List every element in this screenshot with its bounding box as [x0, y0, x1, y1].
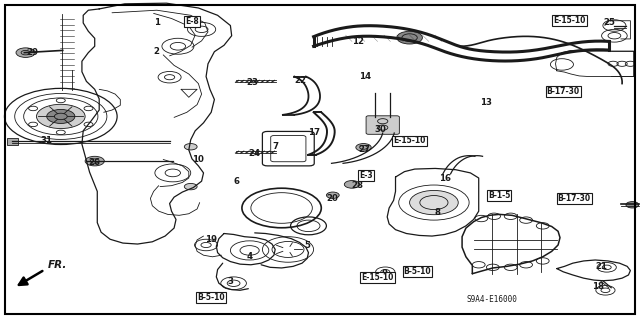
Text: 1: 1: [154, 18, 160, 27]
Text: 22: 22: [295, 76, 307, 85]
Circle shape: [85, 156, 104, 166]
Text: B-17-30: B-17-30: [547, 87, 580, 96]
Text: 6: 6: [234, 177, 240, 186]
Circle shape: [536, 223, 549, 229]
Circle shape: [29, 106, 38, 111]
Circle shape: [47, 109, 75, 123]
Text: FR.: FR.: [48, 260, 67, 270]
FancyBboxPatch shape: [366, 116, 399, 134]
Text: E-15-10: E-15-10: [554, 16, 586, 25]
Circle shape: [475, 215, 488, 222]
Text: E-15-10: E-15-10: [362, 273, 394, 282]
Circle shape: [626, 202, 639, 208]
Text: B-5-10: B-5-10: [403, 267, 431, 276]
Circle shape: [520, 217, 532, 223]
Circle shape: [344, 181, 360, 188]
Text: 4: 4: [246, 252, 253, 261]
Text: 28: 28: [351, 181, 363, 189]
Circle shape: [504, 213, 517, 219]
Text: 30: 30: [375, 125, 387, 134]
Circle shape: [397, 31, 422, 44]
Circle shape: [16, 48, 35, 57]
Text: 3: 3: [227, 277, 234, 286]
Circle shape: [486, 264, 499, 271]
Text: E-15-10: E-15-10: [394, 137, 426, 145]
Text: 10: 10: [193, 155, 204, 164]
Text: 5: 5: [304, 241, 310, 250]
Text: 11: 11: [577, 197, 588, 205]
Text: S9A4-E16000: S9A4-E16000: [466, 295, 517, 304]
Circle shape: [36, 104, 85, 129]
Circle shape: [184, 144, 197, 150]
Text: 9: 9: [381, 269, 387, 278]
Text: 7: 7: [272, 142, 278, 151]
Text: 21: 21: [596, 262, 607, 271]
Circle shape: [56, 130, 65, 135]
Circle shape: [520, 262, 532, 268]
Circle shape: [84, 106, 93, 111]
Text: 31: 31: [40, 136, 52, 145]
Text: 20: 20: [327, 194, 339, 203]
Circle shape: [84, 122, 93, 127]
Text: 2: 2: [154, 47, 160, 56]
Circle shape: [56, 98, 65, 103]
Text: 16: 16: [439, 174, 451, 183]
Text: 12: 12: [353, 37, 364, 46]
Text: E-3: E-3: [359, 171, 373, 180]
Circle shape: [326, 192, 339, 198]
Circle shape: [184, 183, 197, 190]
Circle shape: [356, 144, 371, 151]
Circle shape: [488, 213, 500, 219]
Text: 25: 25: [604, 18, 615, 27]
Text: B-5-10: B-5-10: [197, 293, 225, 302]
Text: 18: 18: [593, 282, 604, 291]
Text: 23: 23: [247, 78, 259, 87]
Circle shape: [29, 122, 38, 127]
Text: 27: 27: [359, 145, 371, 154]
Circle shape: [472, 262, 485, 268]
Circle shape: [410, 190, 458, 215]
Text: 13: 13: [481, 98, 492, 107]
Text: 26: 26: [89, 158, 100, 167]
Text: 8: 8: [434, 208, 440, 217]
Text: 24: 24: [249, 149, 260, 158]
Text: 29: 29: [26, 48, 38, 57]
Text: B-17-30: B-17-30: [557, 194, 591, 203]
Text: 17: 17: [308, 128, 319, 137]
Circle shape: [536, 258, 549, 264]
FancyBboxPatch shape: [7, 138, 18, 145]
Text: 19: 19: [205, 235, 217, 244]
Text: 14: 14: [359, 72, 371, 81]
Circle shape: [504, 264, 517, 271]
Text: B-1-5: B-1-5: [488, 191, 510, 200]
Text: E-8: E-8: [185, 17, 199, 26]
